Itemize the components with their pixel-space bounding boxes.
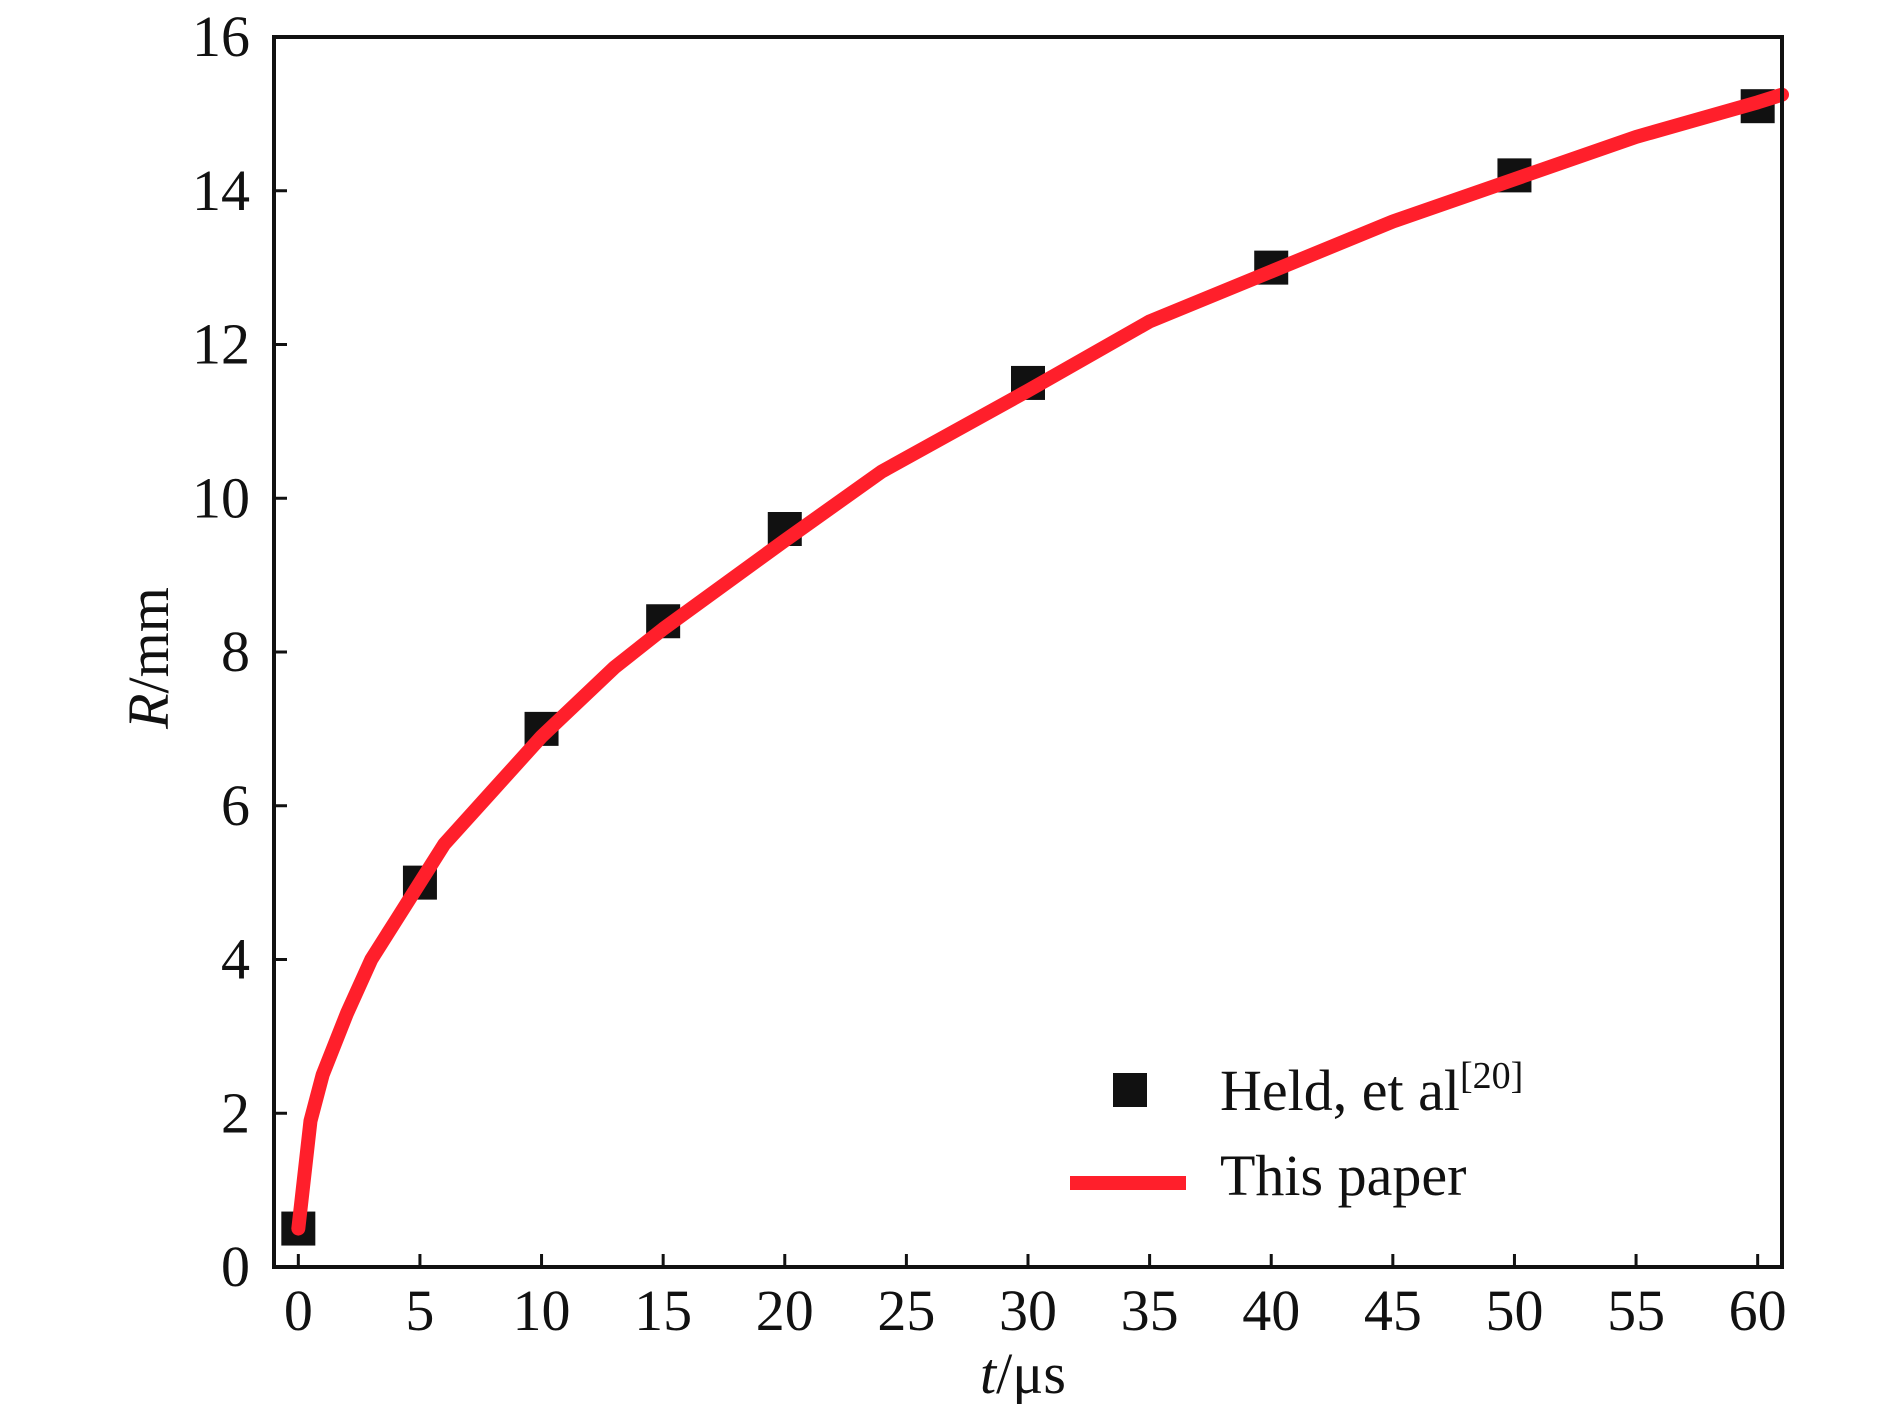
x-tick-label-30: 30 xyxy=(999,1278,1057,1343)
legend-label-this-paper: This paper xyxy=(1220,1143,1466,1208)
legend: Held, et al[20] This paper xyxy=(1070,1055,1523,1208)
legend-label-held-citation: [20] xyxy=(1460,1055,1523,1097)
x-tick-label-25: 25 xyxy=(877,1278,935,1343)
y-tick-label-2: 2 xyxy=(221,1080,250,1145)
axis-layer: 0 5 10 15 20 25 30 35 40 45 50 55 60 0 2 4 6 8 10 12 14 16 xyxy=(192,4,1787,1343)
x-tick-label-40: 40 xyxy=(1242,1278,1300,1343)
y-tick-label-16: 16 xyxy=(192,4,250,69)
x-tick-label-55: 55 xyxy=(1607,1278,1665,1343)
y-tick-label-10: 10 xyxy=(192,465,250,530)
x-tick-label-5: 5 xyxy=(405,1278,434,1343)
y-axis-title: R/mm xyxy=(116,587,181,730)
x-tick-label-45: 45 xyxy=(1364,1278,1422,1343)
this-paper-line xyxy=(291,87,1789,1236)
y-tick-label-6: 6 xyxy=(221,773,250,838)
y-axis-title-variable: R xyxy=(116,693,181,729)
x-axis-title-variable: t xyxy=(980,1341,998,1404)
y-axis-title-unit: /mm xyxy=(116,587,181,693)
y-tick-label-0: 0 xyxy=(221,1234,250,1299)
x-axis-title: t/μs xyxy=(980,1341,1066,1404)
y-tick-label-8: 8 xyxy=(221,619,250,684)
legend-label-held-name: Held, et al xyxy=(1220,1058,1460,1123)
y-tick-label-14: 14 xyxy=(192,158,250,223)
x-axis-title-unit: /μs xyxy=(996,1341,1066,1404)
legend-marker-held xyxy=(1113,1073,1147,1107)
x-tick-label-15: 15 xyxy=(634,1278,692,1343)
x-tick-label-60: 60 xyxy=(1729,1278,1787,1343)
x-tick-label-50: 50 xyxy=(1485,1278,1543,1343)
y-tick-label-12: 12 xyxy=(192,312,250,377)
legend-label-held: Held, et al[20] xyxy=(1220,1055,1523,1123)
y-tick-label-4: 4 xyxy=(221,927,250,992)
x-tick-label-20: 20 xyxy=(756,1278,814,1343)
x-tick-label-10: 10 xyxy=(513,1278,571,1343)
x-tick-label-35: 35 xyxy=(1121,1278,1179,1343)
plot-layer xyxy=(281,87,1789,1246)
x-tick-label-0: 0 xyxy=(284,1278,313,1343)
